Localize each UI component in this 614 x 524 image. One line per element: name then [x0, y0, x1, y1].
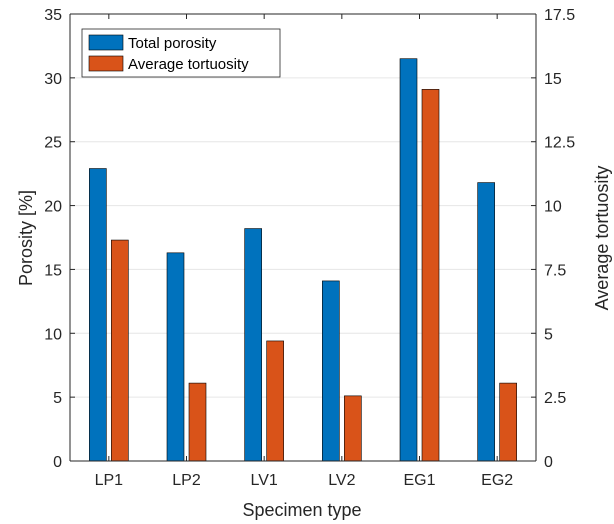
bars: [89, 58, 517, 462]
left-tick-label-25: 25: [44, 135, 62, 152]
x-tick-label-lp2: LP2: [172, 472, 201, 489]
bar-total-porosity-lv2: [322, 280, 340, 462]
x-axis-title: Specimen type: [242, 500, 361, 520]
tick-labels: 0 5 10 15 20 25 30 35 0 2.5 5 7.5 10 12.5 15 17.5 LP1 LP2…: [44, 7, 575, 489]
left-tick-label-15: 15: [44, 262, 62, 279]
right-tick-label-2-5: 2.5: [544, 390, 566, 407]
legend: Total porosity Average tortuosity: [81, 28, 281, 78]
x-tick-label-lv2: LV2: [328, 472, 355, 489]
right-tick-label-17-5: 17.5: [544, 7, 575, 24]
axes: [69, 13, 537, 462]
bar-total-porosity-lp2: [166, 252, 185, 462]
right-tick-label-0: 0: [544, 454, 553, 471]
legend-label-average-tortuosity: Average tortuosity: [128, 56, 249, 73]
left-tick-label-0: 0: [53, 454, 62, 471]
bar-total-porosity-eg1: [399, 58, 418, 462]
left-tick-label-5: 5: [53, 390, 62, 407]
right-tick-label-15: 15: [544, 71, 562, 88]
right-tick-label-5: 5: [544, 326, 553, 343]
left-y-axis-title: Porosity [%]: [16, 190, 36, 286]
legend-label-total-porosity: Total porosity: [128, 35, 217, 52]
x-tick-label-lv1: LV1: [251, 472, 278, 489]
bar-average-tortuosity-eg1: [421, 89, 440, 462]
left-tick-label-30: 30: [44, 71, 62, 88]
right-tick-label-12-5: 12.5: [544, 135, 575, 152]
bar-average-tortuosity-lv1: [266, 340, 284, 462]
bar-average-tortuosity-eg2: [499, 382, 517, 462]
left-tick-label-10: 10: [44, 326, 62, 343]
right-tick-label-10: 10: [544, 199, 562, 216]
x-tick-label-lp1: LP1: [95, 472, 124, 489]
bar-total-porosity-lp1: [89, 168, 107, 462]
x-tick-label-eg2: EG2: [481, 472, 513, 489]
bar-average-tortuosity-lp1: [111, 239, 129, 462]
grid-lines: [70, 77, 536, 398]
left-tick-label-20: 20: [44, 199, 62, 216]
right-tick-label-7-5: 7.5: [544, 262, 566, 279]
x-tick-label-eg1: EG1: [403, 472, 435, 489]
bar-total-porosity-lv1: [244, 228, 262, 462]
bar-total-porosity-eg2: [477, 182, 495, 462]
bar-average-tortuosity-lp2: [188, 382, 207, 462]
legend-swatch-total-porosity: [88, 34, 124, 51]
right-y-axis-title: Average tortuosity: [592, 166, 612, 311]
left-tick-label-35: 35: [44, 7, 62, 24]
legend-swatch-average-tortuosity: [88, 55, 124, 72]
bar-average-tortuosity-lv2: [344, 395, 362, 462]
